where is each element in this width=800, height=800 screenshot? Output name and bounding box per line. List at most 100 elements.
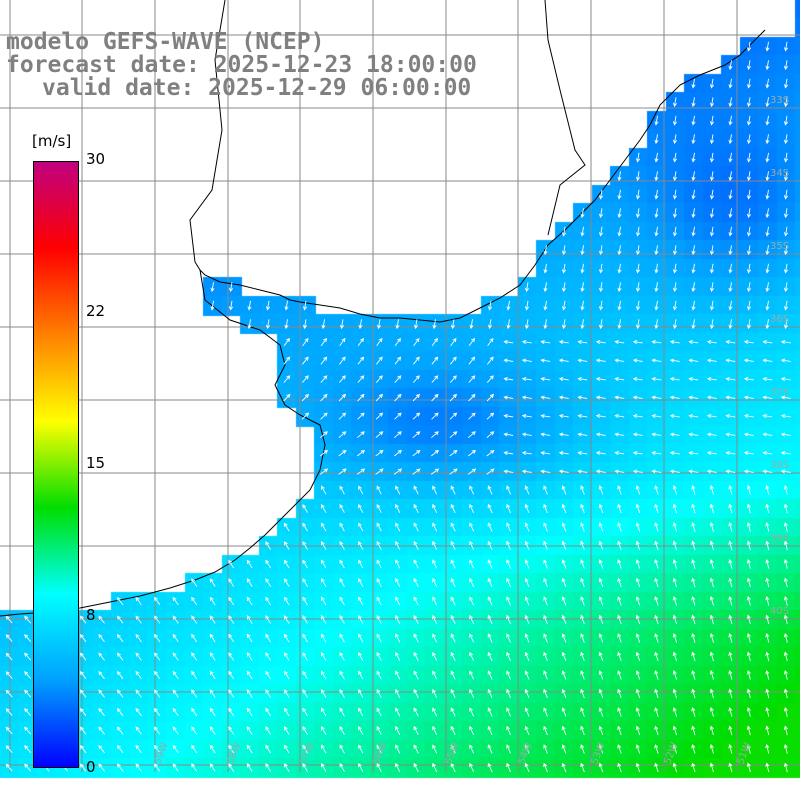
- wind-arrow: [339, 577, 345, 587]
- wind-arrow: [24, 634, 32, 642]
- wind-arrow: [765, 319, 770, 330]
- wind-arrow: [356, 468, 366, 475]
- wind-arrow: [728, 503, 733, 514]
- wind-arrow: [339, 503, 345, 513]
- wind-arrow: [617, 300, 622, 311]
- wind-arrow: [24, 708, 32, 716]
- wind-arrow: [449, 412, 458, 420]
- wind-arrow: [319, 468, 329, 475]
- wind-arrow: [135, 726, 142, 735]
- wind-arrow: [393, 468, 403, 475]
- wind-arrow: [746, 743, 751, 754]
- wind-arrow: [469, 670, 475, 680]
- wind-arrow: [632, 432, 643, 437]
- wind-arrow: [595, 469, 606, 474]
- wind-arrow: [506, 319, 511, 330]
- wind-arrow: [632, 469, 643, 474]
- wind-arrow: [321, 614, 327, 624]
- wind-arrow: [172, 596, 179, 606]
- wind-arrow: [394, 375, 402, 383]
- wind-arrow: [209, 596, 216, 606]
- wind-arrow: [191, 615, 198, 624]
- wind-arrow: [765, 669, 770, 680]
- wind-arrow: [709, 707, 714, 717]
- wind-arrow: [654, 245, 659, 256]
- wind-arrow: [617, 282, 622, 293]
- wind-arrow: [632, 450, 643, 456]
- wind-arrow: [450, 596, 456, 606]
- wind-arrow: [635, 208, 641, 219]
- wind-arrow: [617, 614, 622, 625]
- wind-arrow: [691, 263, 696, 274]
- wind-arrow: [635, 171, 641, 182]
- wind-arrow: [598, 559, 604, 569]
- wind-arrow: [543, 707, 548, 717]
- wind-arrow: [432, 503, 438, 513]
- wind-arrow: [746, 319, 752, 330]
- wind-arrow: [783, 743, 788, 754]
- wind-arrow: [524, 670, 530, 680]
- wind-arrow: [116, 763, 124, 772]
- wind-arrow: [524, 744, 530, 754]
- wind-arrow: [746, 614, 751, 625]
- wind-arrow: [154, 596, 161, 606]
- wind-arrow: [543, 744, 548, 754]
- wind-arrow: [691, 115, 696, 126]
- wind-arrow: [450, 688, 456, 698]
- wind-arrow: [728, 540, 733, 551]
- longitude-label: 52W: [662, 741, 680, 766]
- wind-arrow: [706, 358, 717, 363]
- wind-arrow: [728, 595, 733, 606]
- wind-arrow: [746, 97, 752, 108]
- wind-arrow: [669, 376, 680, 382]
- wind-arrow: [632, 358, 643, 363]
- wind-arrow: [450, 559, 456, 569]
- wind-arrow: [743, 432, 754, 437]
- wind-arrow: [358, 577, 364, 587]
- wind-arrow: [506, 522, 511, 532]
- wind-arrow: [356, 449, 366, 457]
- wind-arrow: [98, 707, 105, 717]
- wind-arrow: [413, 485, 419, 495]
- wind-arrow: [598, 263, 604, 274]
- wind-arrow: [561, 744, 567, 754]
- wind-arrow: [413, 633, 419, 643]
- wind-arrow: [357, 375, 365, 383]
- wind-arrow: [580, 596, 585, 606]
- wind-arrow: [5, 708, 13, 716]
- wind-arrow: [283, 541, 290, 550]
- wind-arrow: [725, 450, 736, 456]
- wind-arrow: [191, 689, 198, 698]
- wind-arrow: [691, 762, 696, 773]
- wind-arrow: [265, 744, 271, 754]
- wind-arrow: [765, 208, 770, 219]
- wind-arrow: [746, 115, 752, 126]
- wind-arrow: [469, 577, 475, 587]
- wind-arrow: [413, 522, 419, 532]
- wind-arrow: [598, 596, 604, 606]
- wind-arrow: [654, 485, 659, 495]
- wind-arrow: [265, 707, 271, 717]
- wind-arrow: [413, 356, 420, 365]
- wind-arrow: [172, 744, 179, 754]
- wind-arrow: [413, 540, 419, 551]
- wind-arrow: [191, 726, 198, 735]
- wind-arrow: [487, 503, 493, 514]
- wind-arrow: [412, 393, 421, 402]
- wind-arrow: [283, 615, 290, 624]
- wind-arrow: [321, 762, 327, 772]
- wind-arrow: [672, 651, 678, 662]
- wind-arrow: [283, 559, 290, 569]
- wind-arrow: [691, 707, 696, 717]
- wind-arrow: [709, 134, 715, 145]
- wind-arrow: [524, 522, 530, 532]
- wind-arrow: [393, 449, 403, 457]
- wind-arrow: [669, 358, 680, 363]
- wind-arrow: [651, 358, 662, 363]
- wind-arrow: [780, 450, 791, 456]
- wind-arrow: [302, 744, 308, 754]
- wind-arrow: [395, 762, 401, 773]
- wind-arrow: [431, 412, 439, 420]
- wind-arrow: [357, 337, 364, 347]
